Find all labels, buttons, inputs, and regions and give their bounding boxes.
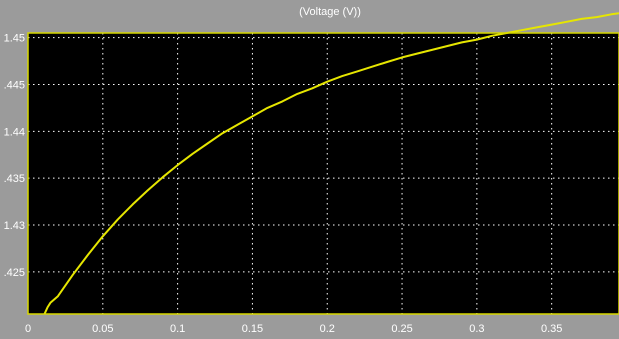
x-tick-label: 0.05 (92, 323, 113, 335)
x-tick-label: 0.15 (242, 323, 263, 335)
y-tick-label: .445 (4, 80, 25, 92)
plot-frame (27, 32, 619, 315)
x-axis-ticks: 0 0.05 0.1 0.15 0.2 0.25 0.3 0.35 (25, 323, 562, 335)
x-tick-label: 0.2 (320, 323, 335, 335)
y-tick-label: .425 (4, 267, 25, 279)
y-axis-ticks: .425 1.43 .435 1.44 .445 1.45 (4, 33, 25, 279)
voltage-series-line (43, 12, 619, 315)
x-tick-label: 0.1 (170, 323, 185, 335)
x-tick-label: 0.25 (391, 323, 412, 335)
x-tick-label: 0.35 (541, 323, 562, 335)
x-tick-label: 0.3 (469, 323, 484, 335)
plot-area (28, 33, 619, 314)
y-tick-label: .435 (4, 173, 25, 185)
y-tick-label: 1.43 (4, 220, 25, 232)
x-tick-label: 0 (25, 323, 31, 335)
series-layer (43, 12, 619, 315)
grid-lines (28, 33, 619, 314)
chart-title: (Voltage (V)) (299, 6, 361, 18)
y-tick-label: 1.44 (4, 126, 25, 138)
y-tick-label: 1.45 (4, 33, 25, 45)
